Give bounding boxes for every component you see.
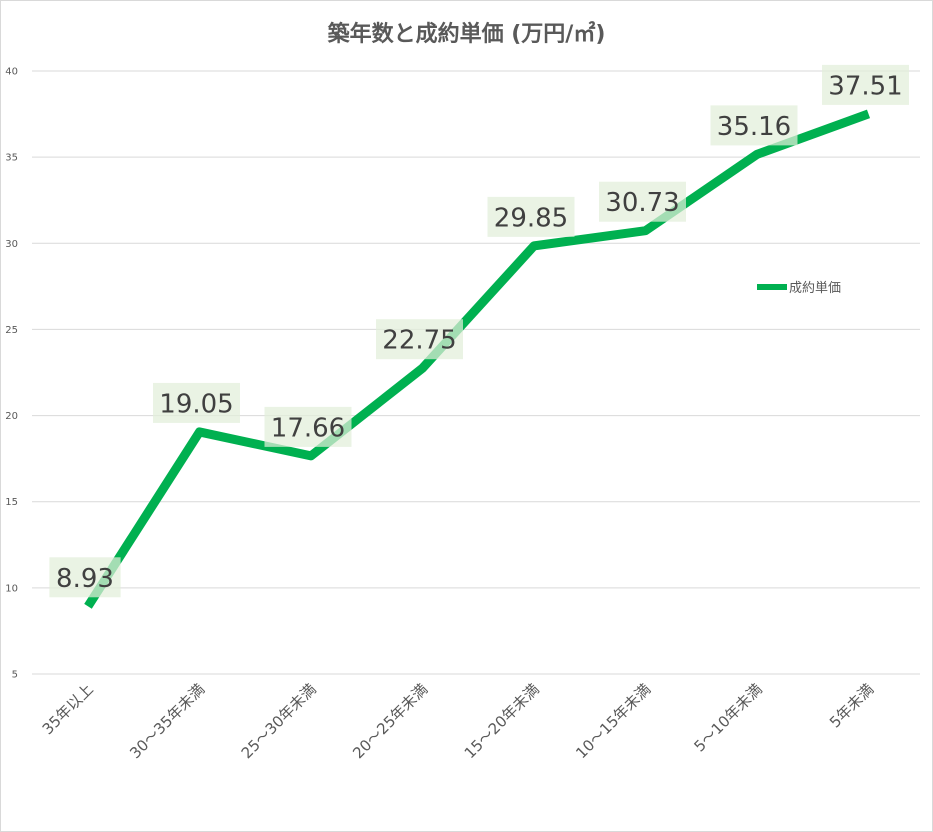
data-labels: 8.93 19.05 17.66 22.75 29.85 30.73 35.16 37.51 [49, 64, 909, 598]
data-label-background [153, 382, 240, 423]
gridlines [32, 70, 920, 675]
x-tick-label: 35年以上 [39, 680, 97, 738]
series-line [84, 109, 871, 609]
data-label-background [599, 181, 686, 222]
x-tick-label: 25～30年未満 [238, 680, 320, 762]
x-tick-label: 5年未満 [826, 680, 877, 731]
data-label: 29.85 [494, 203, 568, 233]
data-label: 37.51 [828, 71, 902, 101]
x-tick-label: 30～35年未満 [126, 680, 208, 762]
y-tick-label: 35 [5, 153, 18, 164]
x-tick-label: 10～15年未満 [572, 680, 654, 762]
y-axis-tick-labels: 5 10 15 20 25 30 35 40 [5, 67, 18, 681]
data-label-background [49, 557, 121, 598]
data-label-background [822, 64, 909, 105]
x-tick-label: 5～10年未満 [690, 680, 765, 755]
series-lines [84, 109, 871, 609]
y-tick-label: 25 [5, 325, 18, 336]
y-tick-label: 20 [5, 411, 18, 422]
data-label: 35.16 [717, 112, 791, 142]
data-label-background [376, 319, 463, 360]
data-label-background [264, 406, 352, 447]
chart-title: 築年数と成約単価 (万円/㎡) [327, 22, 606, 47]
y-tick-label: 15 [5, 497, 18, 508]
data-label-background [710, 105, 798, 146]
data-label: 30.73 [605, 188, 679, 218]
data-label: 8.93 [56, 564, 114, 594]
legend-label: 成約単価 [789, 280, 841, 296]
x-tick-label: 20～25年未満 [349, 680, 431, 762]
legend: 成約単価 [757, 280, 841, 296]
x-tick-label: 15～20年未満 [461, 680, 543, 762]
data-label-background [487, 196, 575, 237]
y-tick-label: 5 [12, 670, 18, 681]
data-label: 19.05 [159, 389, 233, 419]
data-label: 22.75 [382, 326, 456, 356]
x-axis-tick-labels: 35年以上 30～35年未満 25～30年未満 20～25年未満 15～20年未満 10～… [39, 680, 878, 762]
y-tick-label: 10 [5, 583, 18, 594]
y-tick-label: 30 [5, 239, 18, 250]
y-tick-label: 40 [5, 67, 18, 78]
data-label: 17.66 [271, 413, 345, 443]
